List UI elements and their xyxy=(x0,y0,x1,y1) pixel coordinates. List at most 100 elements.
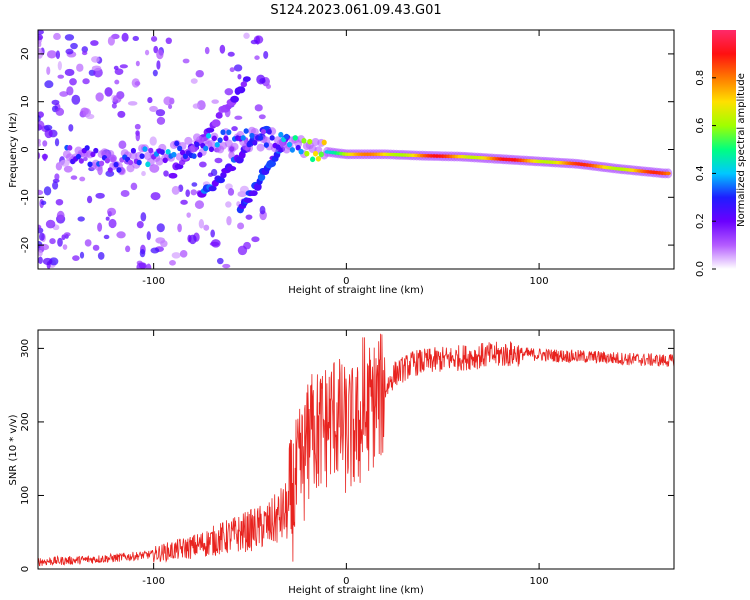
spectrogram-noise-blob xyxy=(219,44,226,54)
spectrogram-noise-blob xyxy=(237,245,248,256)
spectrogram-noise-blob xyxy=(192,103,200,109)
snr-plot-area xyxy=(38,330,674,569)
spectrogram-ridge-point xyxy=(286,141,293,148)
spectrogram-noise-blob xyxy=(97,252,105,260)
spectrogram-branch-blob xyxy=(216,177,225,184)
spectrogram-noise-blob xyxy=(106,207,117,216)
spectrogram-ridge-point xyxy=(243,128,249,134)
spectrogram-noise-blob xyxy=(70,42,78,50)
spectrogram-noise-blob xyxy=(82,78,90,85)
spectrogram-noise-blob xyxy=(245,214,253,220)
spectrogram-noise-blob xyxy=(53,32,61,41)
spectrogram-noise-blob xyxy=(120,190,130,197)
spectrogram-noise-blob xyxy=(83,156,88,162)
spectrogram-noise-blob xyxy=(64,68,75,77)
spectrogram-ridge-point xyxy=(136,159,142,166)
spectrogram-branch-blob xyxy=(253,182,262,191)
spectrogram-branch-blob xyxy=(243,76,251,82)
spectrogram-ridge-point xyxy=(211,135,217,142)
spectrogram-ridge-point xyxy=(99,160,105,167)
spectrogram-noise-blob xyxy=(118,140,127,150)
spectrogram-branch-blob xyxy=(243,197,253,203)
spectrogram-noise-blob xyxy=(150,192,161,201)
spectrogram-ridge-halo xyxy=(256,143,265,152)
spectrogram-noise-blob xyxy=(211,99,219,104)
spectrogram-noise-blob xyxy=(43,124,53,131)
spectrogram-noise-blob xyxy=(84,239,92,247)
spectrogram-noise-blob xyxy=(224,88,234,96)
spectrogram-ridge-point xyxy=(205,133,212,139)
spectrogram-noise-blob xyxy=(39,232,45,241)
spectrogram-ridge-point xyxy=(310,156,316,163)
spectrogram-noise-blob xyxy=(207,172,214,177)
spectrogram-noise-blob xyxy=(57,74,65,79)
spectrogram-noise-blob xyxy=(179,249,188,258)
spectrogram-ridge-halo xyxy=(245,144,254,153)
spectrogram-noise-blob xyxy=(233,64,243,72)
spectrogram-ridge-point xyxy=(214,141,220,148)
spectrogram-ridge-point xyxy=(142,146,148,152)
spectrogram-noise-blob xyxy=(90,40,99,46)
spectrogram-ridge-halo xyxy=(155,157,164,166)
spectrogram-noise-blob xyxy=(92,244,100,251)
y-tick-label: -10 xyxy=(20,189,31,205)
spectrogram-noise-blob xyxy=(114,79,120,85)
snr-frame xyxy=(37,329,675,570)
spectrogram-noise-blob xyxy=(194,200,205,209)
spectrogram-noise-blob xyxy=(54,138,60,147)
spectrogram-ridge-point xyxy=(260,128,267,135)
spectrogram-noise-blob xyxy=(108,218,117,229)
spectrogram-noise-blob xyxy=(42,257,53,266)
spectrogram-x-label: Height of straight line (km) xyxy=(288,285,424,296)
spectrogram-noise-blob xyxy=(149,105,158,112)
spectrogram-noise-blob xyxy=(45,219,56,229)
spectrogram-noise-blob xyxy=(135,131,141,142)
spectrogram-ridge-point xyxy=(110,156,116,162)
spectrogram-noise-blob xyxy=(149,136,157,146)
spectrogram-noise-blob xyxy=(196,100,206,111)
spectrogram-ridge-point xyxy=(87,161,93,168)
spectrogram-noise-blob xyxy=(204,46,210,55)
spectrogram-ridge-halo xyxy=(129,151,138,160)
spectrogram-x-ticks: -100 0 100 xyxy=(142,30,549,287)
spectrogram-noise-blob xyxy=(146,231,151,241)
spectrogram-noise-blob xyxy=(136,262,146,269)
spectrogram-noise-blob xyxy=(95,92,104,102)
spectrogram-ridge-point xyxy=(249,132,255,139)
spectrogram-ridge-point xyxy=(266,128,272,135)
spectrogram-noise-blob xyxy=(127,101,138,106)
spectrogram-noise-blob xyxy=(139,248,146,258)
spectrogram-ridge-point xyxy=(197,152,203,158)
spectrogram-ridge-point xyxy=(318,151,324,158)
spectrogram-ridge-halo xyxy=(207,139,216,148)
spectrogram-noise-blob xyxy=(160,240,168,248)
spectrogram-noise-blob xyxy=(59,159,70,167)
spectrogram-noise-blob xyxy=(227,51,235,57)
spectrogram-ridge-point xyxy=(162,157,168,164)
spectrogram-noise-blob xyxy=(229,67,235,73)
y-tick-label: 300 xyxy=(20,339,31,358)
spectrogram-noise-blob xyxy=(254,55,260,60)
spectrogram-marks xyxy=(38,30,673,269)
spectrogram-noise-blob xyxy=(68,124,74,132)
spectrogram-noise-blob xyxy=(198,161,207,168)
spectrogram-noise-blob xyxy=(51,99,60,106)
spectrogram-noise-blob xyxy=(65,48,74,55)
spectrogram-ridge-point xyxy=(113,161,119,168)
x-tick-label: -100 xyxy=(142,576,165,587)
spectrogram-noise-blob xyxy=(55,107,65,116)
spectrogram-ridge-point xyxy=(229,146,235,152)
spectrogram-ridge-point xyxy=(295,144,301,151)
spectrogram-noise-blob xyxy=(69,78,77,86)
spectrogram-ridge-point xyxy=(284,133,290,140)
spectrogram-ridge-point xyxy=(258,135,264,141)
x-tick-label: 100 xyxy=(530,576,549,587)
chart-title: S124.2023.061.09.43.G01 xyxy=(270,3,441,18)
colorbar-tick-label: 0.4 xyxy=(695,165,706,181)
spectrogram-noise-blob xyxy=(38,142,42,147)
spectrogram-ridge-point xyxy=(78,158,84,164)
spectrogram-noise-blob xyxy=(105,216,110,221)
colorbar-tick-label: 0.6 xyxy=(695,118,706,134)
spectrogram-ridge-point xyxy=(191,153,197,159)
snr-y-label: SNR (10 * v/v) xyxy=(8,414,19,485)
